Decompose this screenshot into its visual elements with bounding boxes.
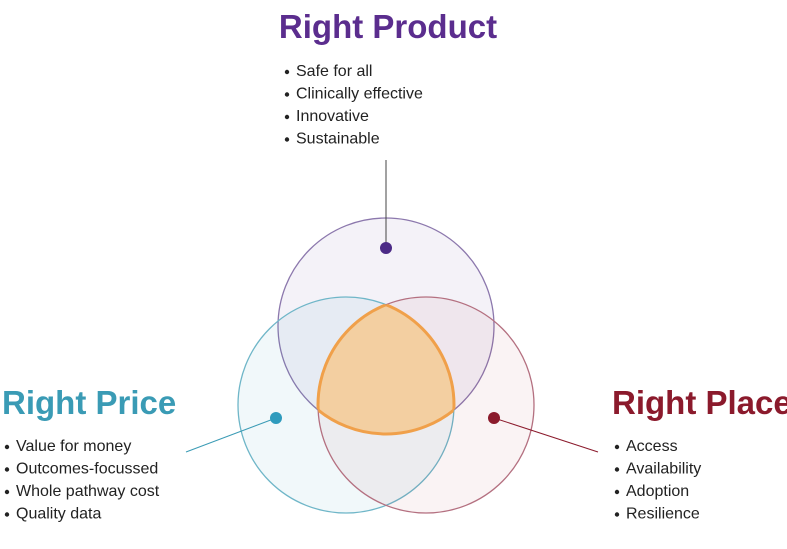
circles	[237, 217, 535, 514]
list-item: Safe for all	[296, 63, 372, 80]
list-item: Value for money	[16, 438, 131, 455]
bullet	[614, 489, 620, 495]
bullet	[284, 114, 290, 120]
list-item: Sustainable	[296, 131, 380, 148]
bullet	[284, 92, 290, 97]
group-title: Right Place	[612, 384, 787, 421]
lists: Safe for all Clinically effective Innovati…	[4, 63, 701, 523]
bullet	[4, 467, 10, 472]
list-item: Availability	[626, 461, 701, 478]
group-title: Right Price	[2, 384, 176, 421]
bullet	[4, 444, 10, 450]
bullet	[284, 137, 290, 142]
list-item: Outcomes-focussed	[16, 461, 158, 478]
connector	[493, 417, 599, 453]
center-outline	[318, 297, 454, 436]
list-item: Resilience	[626, 506, 700, 523]
bullet	[614, 467, 620, 472]
list-item: Adoption	[626, 483, 689, 500]
list-item: Clinically effective	[296, 86, 423, 103]
bullet	[4, 512, 10, 517]
center-region	[318, 297, 454, 434]
list-item: Innovative	[296, 108, 369, 125]
list-item: Quality data	[16, 506, 101, 523]
bullet	[284, 69, 290, 75]
dot	[380, 242, 392, 254]
dot	[488, 412, 500, 424]
group-title: Right Product	[279, 8, 497, 45]
dot	[270, 412, 282, 424]
list-item: Access	[626, 438, 678, 455]
center-outline	[318, 297, 456, 434]
bullet	[614, 512, 620, 517]
bullet	[614, 444, 620, 450]
center-outline	[316, 297, 454, 434]
list-item: Whole pathway cost	[16, 483, 160, 500]
bullet	[4, 489, 10, 495]
connector	[185, 417, 277, 453]
